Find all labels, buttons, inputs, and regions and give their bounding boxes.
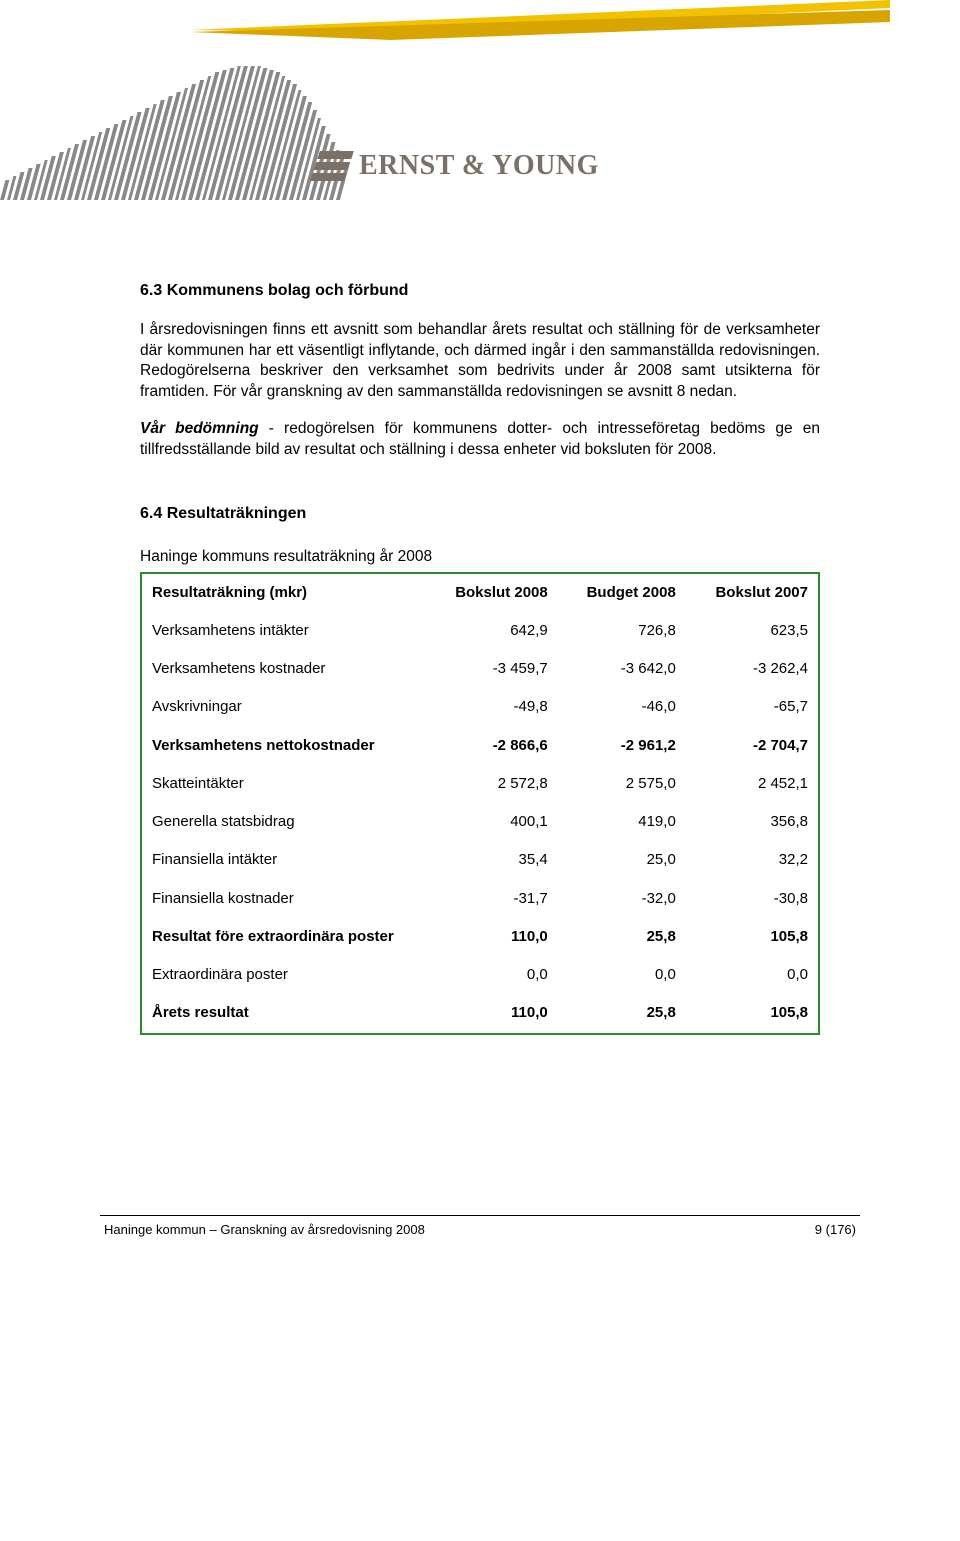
row-label: Resultat före extraordinära poster	[141, 918, 426, 956]
row-value: -2 866,6	[426, 727, 558, 765]
row-label: Finansiella kostnader	[141, 880, 426, 918]
page-content: 6.3 Kommunens bolag och förbund I årsred…	[0, 230, 960, 1035]
row-value: 642,9	[426, 612, 558, 650]
table-row: Extraordinära poster0,00,00,0	[141, 956, 819, 994]
row-value: -31,7	[426, 880, 558, 918]
table-row: Finansiella intäkter35,425,032,2	[141, 841, 819, 879]
table-row: Resultat före extraordinära poster110,02…	[141, 918, 819, 956]
row-value: 419,0	[558, 803, 686, 841]
table-row: Verksamhetens nettokostnader-2 866,6-2 9…	[141, 727, 819, 765]
col-header-budget-2008: Budget 2008	[558, 573, 686, 612]
section-63-paragraph-2: Vår bedömning - redogörelsen för kommune…	[140, 419, 820, 461]
col-header-label: Resultaträkning (mkr)	[141, 573, 426, 612]
row-label: Verksamhetens kostnader	[141, 650, 426, 688]
row-label: Årets resultat	[141, 994, 426, 1033]
footer-left-text: Haninge kommun – Granskning av årsredovi…	[104, 1222, 425, 1237]
row-value: 2 572,8	[426, 765, 558, 803]
row-value: -49,8	[426, 688, 558, 726]
col-header-bokslut-2007: Bokslut 2007	[686, 573, 819, 612]
page-header-graphic: ERNST & YOUNG	[0, 0, 960, 230]
row-value: -3 642,0	[558, 650, 686, 688]
row-value: 726,8	[558, 612, 686, 650]
row-value: 2 452,1	[686, 765, 819, 803]
row-label: Verksamhetens nettokostnader	[141, 727, 426, 765]
row-value: -2 961,2	[558, 727, 686, 765]
row-value: -65,7	[686, 688, 819, 726]
row-value: -3 459,7	[426, 650, 558, 688]
row-value: 400,1	[426, 803, 558, 841]
row-value: -30,8	[686, 880, 819, 918]
row-value: 105,8	[686, 918, 819, 956]
table-row: Verksamhetens kostnader-3 459,7-3 642,0-…	[141, 650, 819, 688]
row-value: 32,2	[686, 841, 819, 879]
table-row: Avskrivningar-49,8-46,0-65,7	[141, 688, 819, 726]
table-row: Årets resultat110,025,8105,8	[141, 994, 819, 1033]
row-value: -46,0	[558, 688, 686, 726]
ernst-young-logo: ERNST & YOUNG	[315, 150, 599, 182]
row-value: 110,0	[426, 918, 558, 956]
ey-logo-mark-icon	[310, 151, 354, 181]
row-value: 0,0	[686, 956, 819, 994]
row-value: -3 262,4	[686, 650, 819, 688]
table-row: Finansiella kostnader-31,7-32,0-30,8	[141, 880, 819, 918]
income-statement-table: Resultaträkning (mkr) Bokslut 2008 Budge…	[140, 572, 820, 1035]
row-value: 25,0	[558, 841, 686, 879]
row-label: Extraordinära poster	[141, 956, 426, 994]
row-label: Skatteintäkter	[141, 765, 426, 803]
row-value: 105,8	[686, 994, 819, 1033]
table-header-row: Resultaträkning (mkr) Bokslut 2008 Budge…	[141, 573, 819, 612]
row-value: 356,8	[686, 803, 819, 841]
section-63-paragraph-1: I årsredovisningen finns ett avsnitt som…	[140, 320, 820, 404]
row-label: Avskrivningar	[141, 688, 426, 726]
row-value: -32,0	[558, 880, 686, 918]
page-footer: Haninge kommun – Granskning av årsredovi…	[100, 1215, 860, 1267]
assessment-lead-label: Vår bedömning	[140, 420, 259, 437]
table-row: Generella statsbidrag400,1419,0356,8	[141, 803, 819, 841]
row-value: 0,0	[426, 956, 558, 994]
table-row: Verksamhetens intäkter642,9726,8623,5	[141, 612, 819, 650]
section-heading-64: 6.4 Resultaträkningen	[140, 503, 820, 525]
row-value: -2 704,7	[686, 727, 819, 765]
table-row: Skatteintäkter2 572,82 575,02 452,1	[141, 765, 819, 803]
row-value: 35,4	[426, 841, 558, 879]
row-label: Verksamhetens intäkter	[141, 612, 426, 650]
row-value: 623,5	[686, 612, 819, 650]
row-value: 25,8	[558, 994, 686, 1033]
ey-logo-text: ERNST & YOUNG	[359, 150, 599, 182]
row-value: 110,0	[426, 994, 558, 1033]
section-heading-63: 6.3 Kommunens bolag och förbund	[140, 280, 820, 302]
row-label: Generella statsbidrag	[141, 803, 426, 841]
row-value: 0,0	[558, 956, 686, 994]
row-label: Finansiella intäkter	[141, 841, 426, 879]
col-header-bokslut-2008: Bokslut 2008	[426, 573, 558, 612]
footer-page-number: 9 (176)	[815, 1222, 856, 1237]
row-value: 25,8	[558, 918, 686, 956]
yellow-swoosh-decoration	[190, 0, 890, 60]
row-value: 2 575,0	[558, 765, 686, 803]
table-caption: Haninge kommuns resultaträkning år 2008	[140, 547, 820, 568]
